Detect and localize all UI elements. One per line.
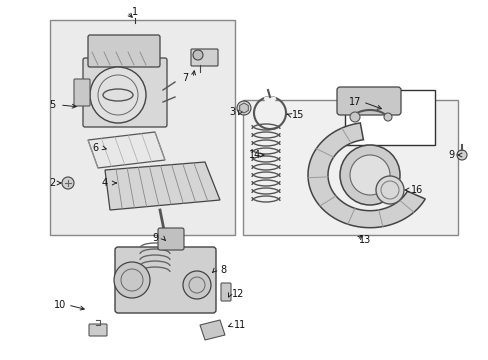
Text: 2: 2 [49,178,55,188]
Polygon shape [105,162,220,210]
FancyBboxPatch shape [158,228,183,250]
Bar [50,20,235,235]
Circle shape [114,262,150,298]
Text: 17: 17 [348,97,361,107]
Bar [345,90,434,145]
Text: 4: 4 [102,178,108,188]
FancyBboxPatch shape [74,79,90,106]
Polygon shape [200,320,224,340]
Text: 6: 6 [92,143,98,153]
FancyBboxPatch shape [221,283,230,301]
Text: 12: 12 [231,289,244,299]
Text: 7: 7 [182,73,188,83]
FancyBboxPatch shape [88,35,160,67]
Text: 10: 10 [54,300,66,310]
Text: 15: 15 [291,110,304,120]
Polygon shape [307,123,425,228]
Circle shape [349,112,359,122]
Text: 8: 8 [220,265,225,275]
Text: 1: 1 [132,7,138,17]
FancyBboxPatch shape [83,58,167,127]
Circle shape [349,155,389,195]
Bar [243,100,457,235]
Text: 13: 13 [358,235,370,245]
Text: 5: 5 [49,100,55,110]
FancyBboxPatch shape [115,247,216,313]
Text: 16: 16 [410,185,422,195]
Text: 9: 9 [152,233,158,243]
Text: 3: 3 [228,107,235,117]
Circle shape [339,145,399,205]
Circle shape [383,113,391,121]
Text: 14: 14 [248,150,261,160]
Circle shape [90,67,146,123]
Circle shape [456,150,466,160]
Circle shape [193,50,203,60]
FancyBboxPatch shape [191,49,218,66]
Wedge shape [264,97,275,113]
FancyBboxPatch shape [89,324,107,336]
Circle shape [183,271,210,299]
Circle shape [375,176,403,204]
Text: 11: 11 [233,320,245,330]
Polygon shape [88,132,164,168]
Circle shape [237,101,250,115]
FancyBboxPatch shape [336,87,400,115]
Circle shape [62,177,74,189]
Text: 9: 9 [447,150,453,160]
